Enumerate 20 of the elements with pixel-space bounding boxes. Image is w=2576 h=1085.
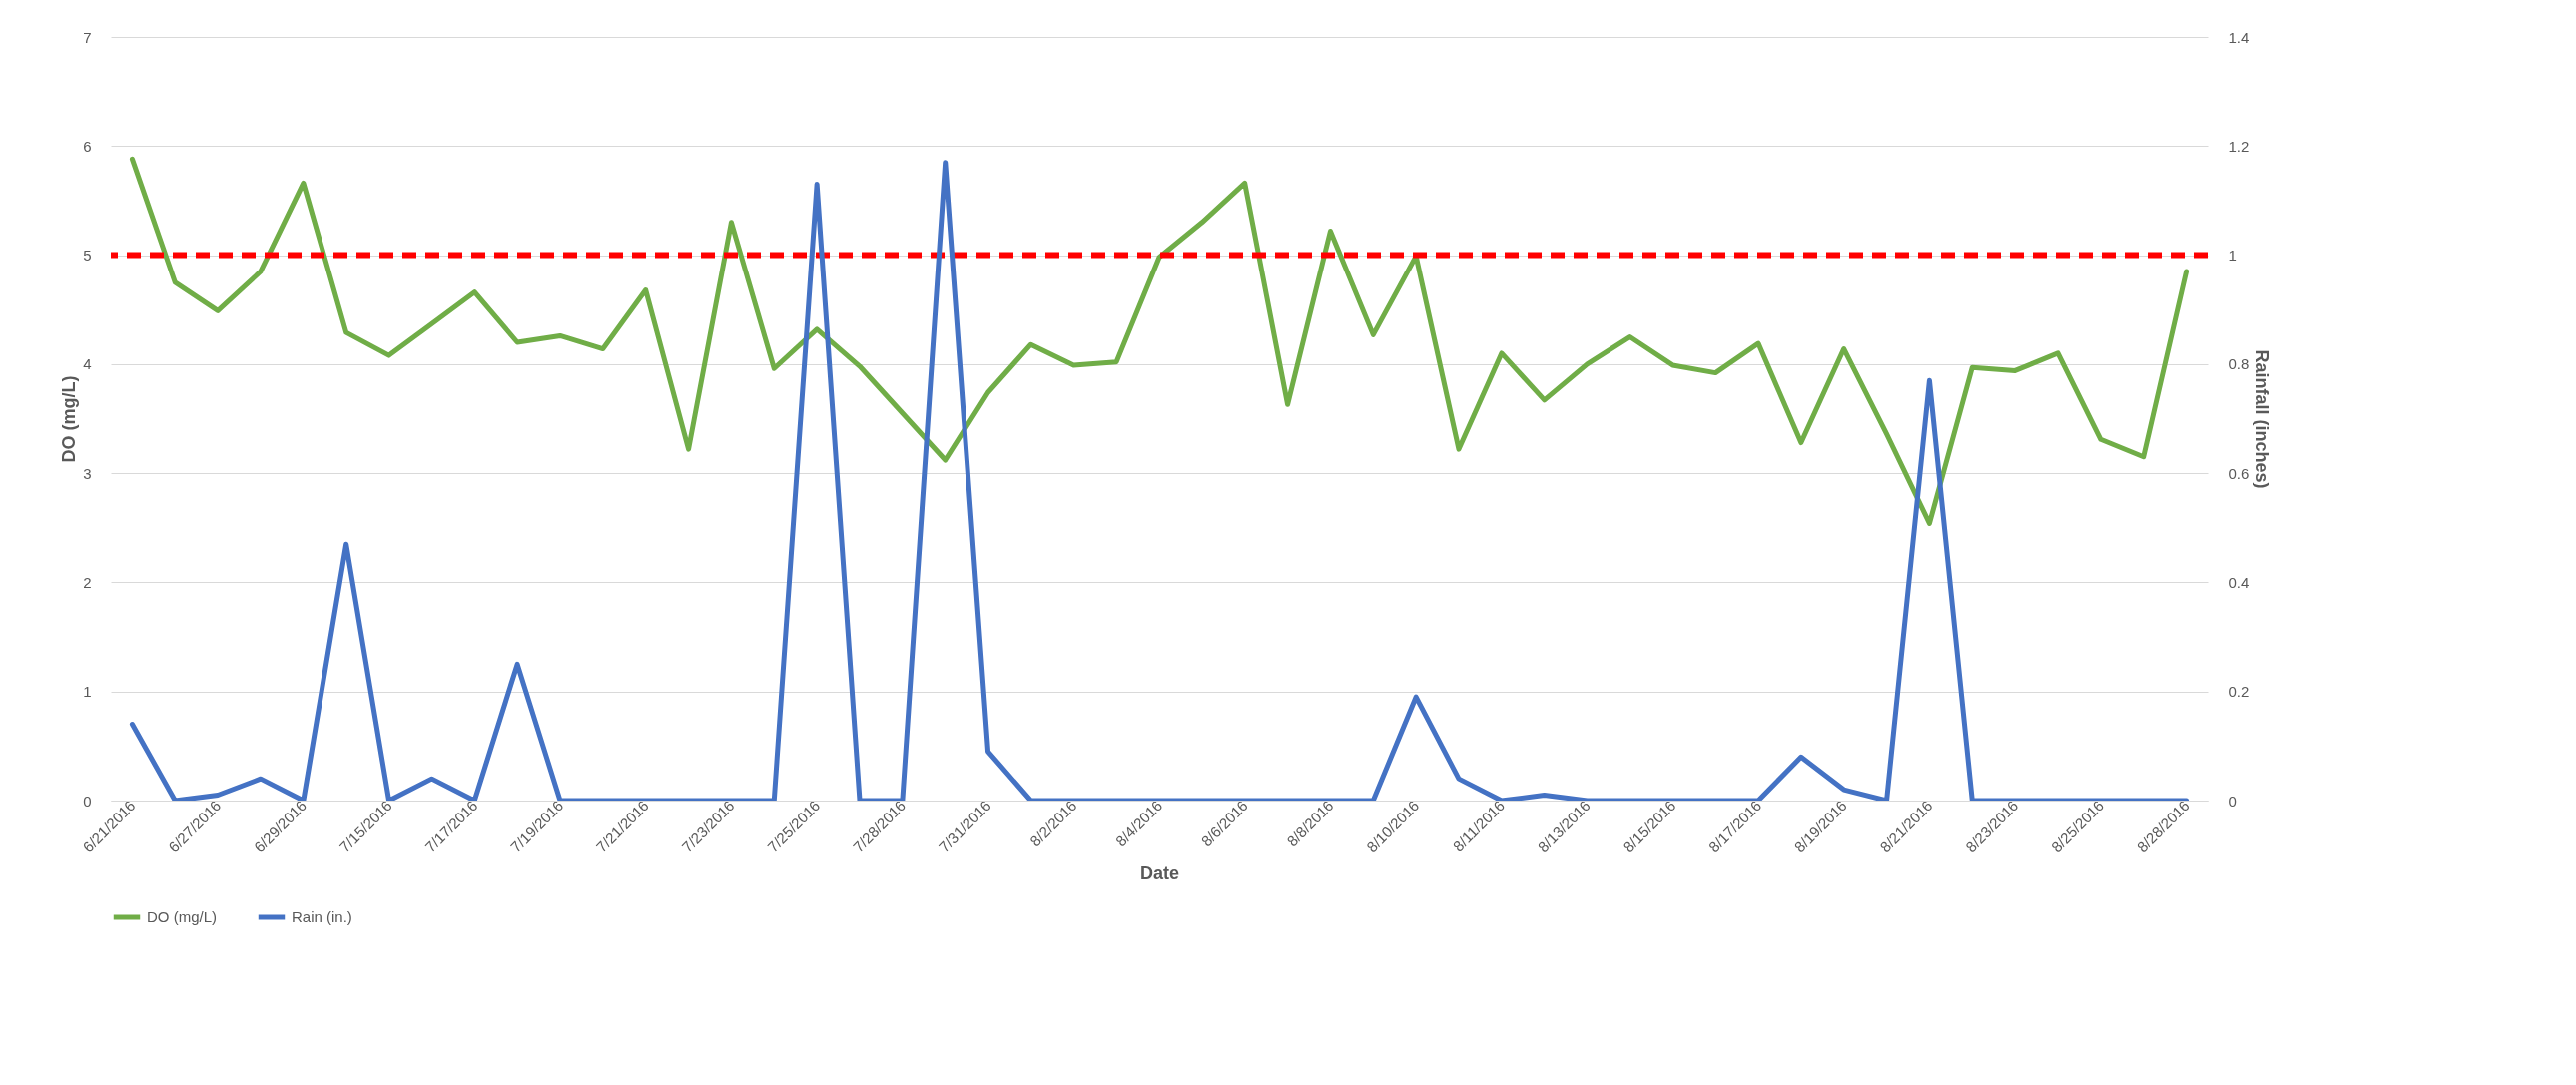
y2-tick-label: 0 <box>2228 792 2237 810</box>
y-axis-title: DO (mg/L) <box>59 375 80 463</box>
legend-label: DO (mg/L) <box>147 908 218 925</box>
y-tick-label: 3 <box>83 464 92 482</box>
x-axis-title: Date <box>1139 863 1180 884</box>
y-tick-label: 4 <box>83 355 92 373</box>
y-tick-label: 7 <box>83 28 92 46</box>
y2-tick-label: 0.8 <box>2228 355 2250 373</box>
y2-tick-label: 1 <box>2228 247 2237 265</box>
y2-tick-label: 0.2 <box>2228 683 2250 701</box>
y-tick-label: 1 <box>83 683 92 701</box>
y2-tick-label: 0.6 <box>2228 464 2250 482</box>
y2-tick-label: 1.4 <box>2228 28 2250 46</box>
legend-label: Rain (in.) <box>292 908 352 925</box>
y-tick-label: 2 <box>83 573 92 591</box>
y2-tick-label: 0.4 <box>2228 573 2250 591</box>
y2-tick-label: 1.2 <box>2228 137 2250 155</box>
y-tick-label: 6 <box>83 137 92 155</box>
y-tick-label: 5 <box>83 247 92 265</box>
y2-axis-title: Rainfall (inches) <box>2253 349 2273 489</box>
